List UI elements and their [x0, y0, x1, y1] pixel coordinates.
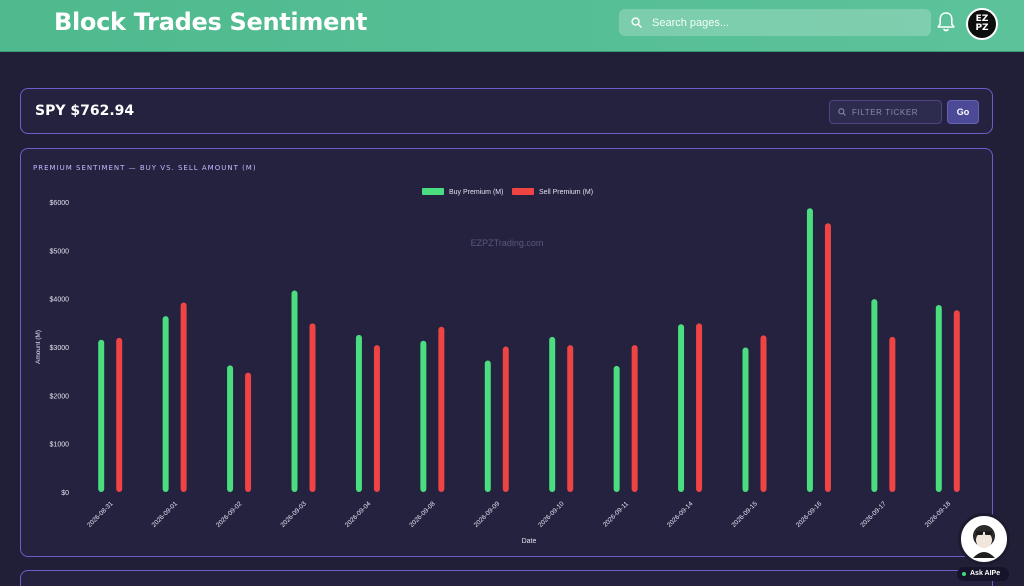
buy-bar [355, 334, 362, 492]
y-tick-label: $4000 [50, 297, 70, 304]
search-icon [838, 108, 846, 116]
x-tick-label: 2026-09-01 [151, 500, 180, 529]
chart-card: PREMIUM SENTIMENT — BUY VS. SELL AMOUNT … [20, 148, 993, 557]
buy-bar [162, 316, 169, 492]
y-tick-label: $5000 [50, 248, 70, 255]
sell-bar [180, 302, 187, 492]
sell-bar [309, 323, 316, 492]
sell-bar [631, 345, 638, 492]
ask-aipe-button[interactable]: Ask AIPe [957, 567, 1009, 581]
legend-label-0: Buy Premium (M) [449, 189, 503, 196]
bell-icon[interactable] [936, 11, 956, 33]
buy-bar [678, 324, 685, 492]
sell-bar [889, 336, 896, 492]
y-tick-label: $2000 [50, 393, 70, 400]
top-bar: Block Trades Sentiment EZPZ [0, 0, 1024, 52]
x-tick-label: 2026-09-03 [279, 500, 308, 529]
y-tick-label: $3000 [50, 345, 70, 352]
online-status-dot [962, 572, 966, 576]
buy-bar [742, 347, 749, 492]
ticker-card: SPY $762.94 Go [20, 88, 993, 134]
sell-bar [953, 310, 960, 492]
sell-bar [696, 323, 703, 492]
y-tick-label: $6000 [50, 200, 70, 207]
buy-bar [484, 360, 491, 492]
x-tick-label: 2026-09-08 [408, 500, 437, 529]
x-tick-label: 2026-09-10 [537, 500, 566, 529]
search-box[interactable] [619, 9, 931, 36]
avatar-text: EZ PZ [975, 14, 989, 33]
buy-bar [935, 304, 942, 492]
chart-watermark: EZPZTrading.com [471, 238, 544, 248]
x-tick-label: 2026-08-31 [86, 500, 115, 529]
x-tick-label: 2026-09-04 [344, 500, 373, 529]
ticker-price: SPY $762.94 [35, 103, 135, 119]
x-tick-label: 2026-09-17 [859, 500, 888, 529]
aipe-avatar[interactable] [958, 513, 1010, 565]
sell-bar [373, 345, 380, 492]
filter-ticker-input[interactable] [852, 107, 936, 117]
y-tick-label: $0 [61, 490, 69, 497]
premium-sentiment-chart: EZPZTrading.com Buy Premium (M) Sell Premi… [35, 188, 960, 545]
buy-bar [613, 365, 620, 492]
ask-aipe-label: Ask AIPe [970, 570, 1001, 577]
x-axis-label: Date [522, 538, 537, 545]
chart-heading: PREMIUM SENTIMENT — BUY VS. SELL AMOUNT … [33, 164, 257, 172]
legend-label-1: Sell Premium (M) [539, 189, 593, 196]
x-tick-label: 2026-09-11 [602, 500, 630, 528]
page-title: Block Trades Sentiment [54, 8, 368, 36]
legend-swatch-1 [512, 188, 534, 195]
search-icon [631, 17, 642, 28]
sell-bar [245, 372, 252, 492]
x-tick-label: 2026-09-16 [795, 500, 824, 529]
buy-bar [98, 339, 105, 492]
buy-bar [420, 340, 427, 492]
sell-bar [116, 337, 123, 492]
y-axis-label: Amount (M) [35, 330, 42, 364]
filter-ticker-box[interactable] [829, 100, 942, 124]
search-input[interactable] [652, 16, 892, 29]
sell-bar [502, 346, 509, 492]
y-tick-label: $1000 [50, 442, 70, 449]
buy-bar [806, 208, 813, 492]
user-avatar[interactable]: EZ PZ [966, 8, 998, 40]
go-button[interactable]: Go [947, 100, 979, 124]
legend-swatch-0 [422, 188, 444, 195]
buy-bar [227, 365, 234, 492]
x-tick-label: 2026-09-14 [666, 500, 695, 529]
x-tick-label: 2026-09-02 [215, 500, 244, 529]
x-tick-label: 2026-09-18 [924, 500, 953, 529]
buy-bar [291, 290, 298, 492]
x-tick-label: 2026-09-15 [730, 500, 759, 529]
sell-bar [824, 223, 831, 492]
sell-bar [438, 326, 445, 492]
buy-bar [871, 299, 878, 492]
aipe-avatar-icon [973, 525, 995, 558]
buy-bar [549, 336, 556, 492]
next-card [20, 570, 993, 586]
sell-bar [567, 345, 574, 492]
x-tick-label: 2026-09-09 [473, 500, 502, 529]
sell-bar [760, 335, 767, 492]
